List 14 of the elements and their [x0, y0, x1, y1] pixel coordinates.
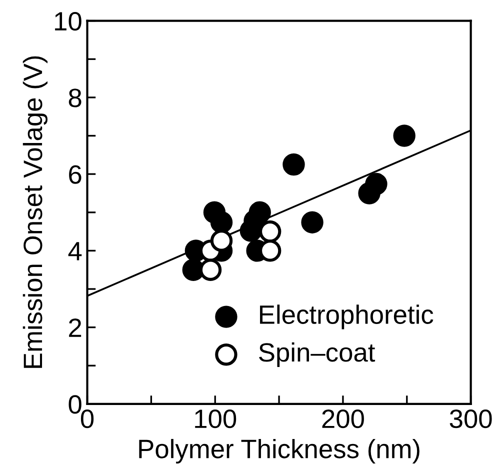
- y-tick-label: 8: [68, 88, 82, 108]
- y-tick-label: 10: [55, 12, 82, 31]
- legend-label: Electrophoretic: [260, 304, 434, 330]
- y-tick-label: 0: [68, 395, 82, 414]
- y-tick-label: 4: [68, 242, 82, 260]
- x-tick-label: 200: [322, 410, 364, 428]
- x-axis-title: Polymer Thickness (nm): [139, 438, 420, 464]
- legend-label: Spin–coat: [259, 342, 376, 367]
- x-tick-label: 0: [80, 410, 94, 428]
- y-axis-title: Emission Onset Volage (V): [22, 56, 48, 368]
- y-tick-label: 2: [69, 318, 82, 337]
- x-tick-label: 300: [450, 410, 492, 428]
- x-tick-label: 100: [195, 410, 236, 428]
- y-tick-label: 6: [69, 165, 82, 184]
